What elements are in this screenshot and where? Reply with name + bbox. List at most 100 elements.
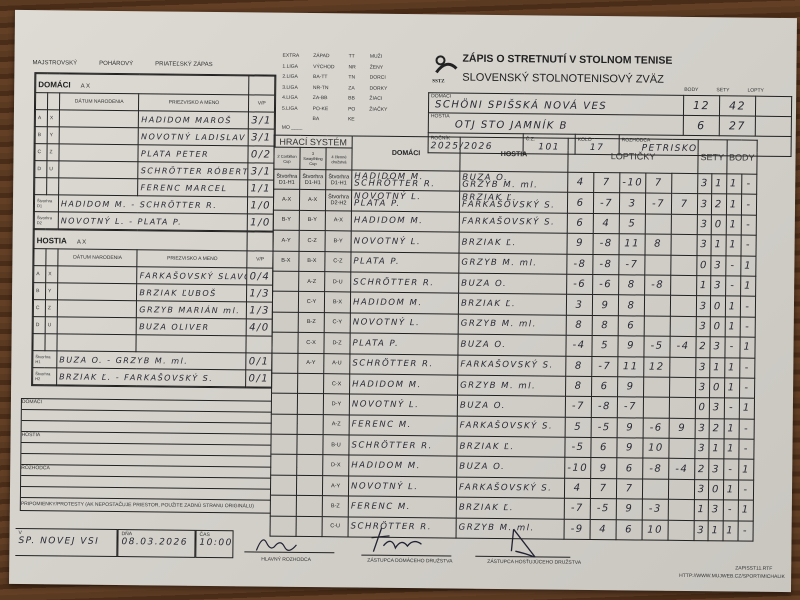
match-point[interactable]: 1 (740, 275, 756, 297)
league-option[interactable]: 2.LIGA (282, 73, 298, 80)
sets-won[interactable]: 3 (708, 459, 724, 480)
set-score[interactable]: 8 (644, 234, 672, 255)
set-score[interactable] (643, 397, 670, 418)
league-option[interactable]: ŽENY (369, 64, 384, 71)
set-score[interactable]: -8 (591, 396, 618, 418)
sets-won[interactable]: 3 (711, 255, 726, 276)
set-score[interactable] (644, 295, 671, 317)
set-score[interactable]: -8 (642, 458, 669, 480)
set-score[interactable] (643, 376, 670, 398)
away-player-cell[interactable]: BRZIAK Ľ. FARKAŠOVSKÝ S. (459, 191, 568, 213)
away-player-cell[interactable]: BUZA O. (457, 395, 566, 417)
sets-won[interactable]: 3 (710, 336, 725, 358)
sets-won[interactable]: 2 (694, 459, 710, 480)
home-player-cell[interactable]: HADIDOM M. (351, 210, 460, 233)
set-score[interactable]: 8 (565, 355, 592, 377)
set-score[interactable] (670, 295, 697, 317)
match-point[interactable]: 1 (724, 377, 740, 399)
player-name[interactable]: SCHRÖTTER RÓBERT (138, 161, 249, 180)
home-player-cell[interactable]: HADIDOM M. (350, 292, 459, 314)
match-point[interactable]: - (724, 336, 740, 358)
player-wl[interactable]: 3/1 (248, 162, 274, 181)
match-point[interactable]: - (725, 275, 741, 297)
player-name[interactable]: FERENC MARCEL (137, 178, 249, 197)
away-player-cell[interactable]: FARKAŠOVSKÝ S. (457, 415, 566, 438)
sets-won[interactable]: 0 (708, 479, 724, 501)
set-score[interactable]: 7 (616, 478, 643, 500)
set-score[interactable]: 4 (564, 478, 591, 499)
away-team-name[interactable]: OTJ STO JAMNÍK B (454, 119, 568, 132)
set-score[interactable]: 6 (616, 458, 643, 479)
chief-referee-signature[interactable] (244, 532, 335, 554)
sets-won[interactable]: 0 (696, 255, 712, 276)
player-dob[interactable] (57, 299, 137, 318)
league-option[interactable]: ZA-BB (312, 95, 328, 102)
set-score[interactable]: 10 (642, 438, 670, 459)
match-point[interactable]: 1 (724, 357, 740, 378)
match-point[interactable]: - (723, 398, 740, 419)
doubles-pair[interactable]: BUZA O. - GRZYB M. ml. (56, 350, 247, 370)
set-score[interactable]: -4 (668, 458, 695, 480)
match-point[interactable]: - (739, 377, 755, 399)
away-player-cell[interactable]: BRZIAK Ľ. (456, 436, 566, 458)
set-score[interactable]: 5 (619, 213, 646, 235)
home-player-cell[interactable]: NOVOTNÝ L. (351, 231, 460, 253)
match-point[interactable]: - (725, 255, 741, 276)
doubles-wl[interactable]: 0/1 (245, 369, 272, 388)
set-score[interactable]: -8 (644, 274, 671, 296)
home-player-cell[interactable]: SCHRÖTTER R. (348, 516, 457, 539)
doubles-pair[interactable]: BRZIAK Ľ. - FARKAŠOVSKÝ S. (56, 367, 247, 387)
set-score[interactable]: 8 (618, 274, 645, 296)
home-sets[interactable]: 42 (719, 95, 756, 117)
player-wl[interactable] (246, 335, 273, 354)
match-point[interactable]: 1 (724, 296, 741, 317)
set-score[interactable]: 7 (671, 193, 698, 215)
player-dob[interactable] (58, 143, 139, 162)
player-dob[interactable] (59, 109, 139, 128)
set-score[interactable]: -9 (564, 518, 591, 540)
sets-won[interactable]: 3 (697, 214, 712, 235)
home-team-name[interactable]: SCHÖNI SPIŠSKÁ NOVÁ VES (435, 98, 608, 112)
home-points[interactable]: 12 (683, 95, 720, 116)
league-option[interactable]: TN (348, 74, 356, 81)
sets-won[interactable]: 2 (711, 194, 727, 215)
away-player-cell[interactable]: GRZYB M. ml. (458, 252, 568, 275)
league-option[interactable]: 1.LIGA (282, 63, 299, 70)
away-player-cell[interactable]: BRZIAK Ľ. (456, 497, 565, 519)
set-score[interactable] (670, 316, 697, 337)
player-dob[interactable] (58, 160, 139, 179)
sets-won[interactable]: 3 (708, 499, 723, 521)
sets-won[interactable]: 3 (694, 438, 710, 460)
set-score[interactable]: -8 (592, 254, 620, 275)
player-wl[interactable]: 4/0 (246, 318, 273, 337)
sets-won[interactable]: 0 (709, 377, 725, 399)
league-option[interactable]: BB (348, 95, 355, 102)
home-player-cell[interactable]: PLATA P. (349, 333, 459, 355)
player-name[interactable]: PLATA PETER (138, 144, 249, 163)
league-option[interactable]: 5.LIGA (281, 105, 298, 112)
sets-won[interactable]: 1 (709, 438, 724, 460)
player-wl[interactable]: 1/1 (247, 179, 274, 198)
match-point[interactable]: - (739, 357, 755, 379)
league-option[interactable]: KE (347, 116, 355, 123)
league-option[interactable]: TT (348, 53, 355, 60)
set-score[interactable]: 6 (618, 315, 645, 337)
sets-won[interactable]: 3 (696, 234, 712, 256)
sets-won[interactable]: 1 (711, 173, 727, 195)
set-score[interactable]: -7 (617, 397, 644, 418)
player-dob[interactable] (56, 333, 137, 352)
match-point[interactable]: - (740, 214, 757, 236)
sets-won[interactable]: 2 (695, 336, 711, 358)
set-score[interactable]: 9 (669, 417, 696, 439)
match-point[interactable]: - (723, 459, 739, 480)
set-score[interactable]: 9 (592, 294, 619, 316)
away-rep-signature[interactable] (475, 528, 571, 559)
home-player-cell[interactable]: NOVOTNÝ L. (350, 312, 459, 335)
set-score[interactable]: 4 (567, 172, 594, 193)
set-score[interactable]: -7 (618, 254, 645, 275)
match-point[interactable]: 1 (725, 235, 741, 256)
sets-won[interactable]: 3 (694, 479, 709, 500)
set-score[interactable] (670, 234, 698, 256)
set-score[interactable]: -5 (590, 498, 617, 520)
league-option[interactable]: ZA (348, 84, 355, 91)
